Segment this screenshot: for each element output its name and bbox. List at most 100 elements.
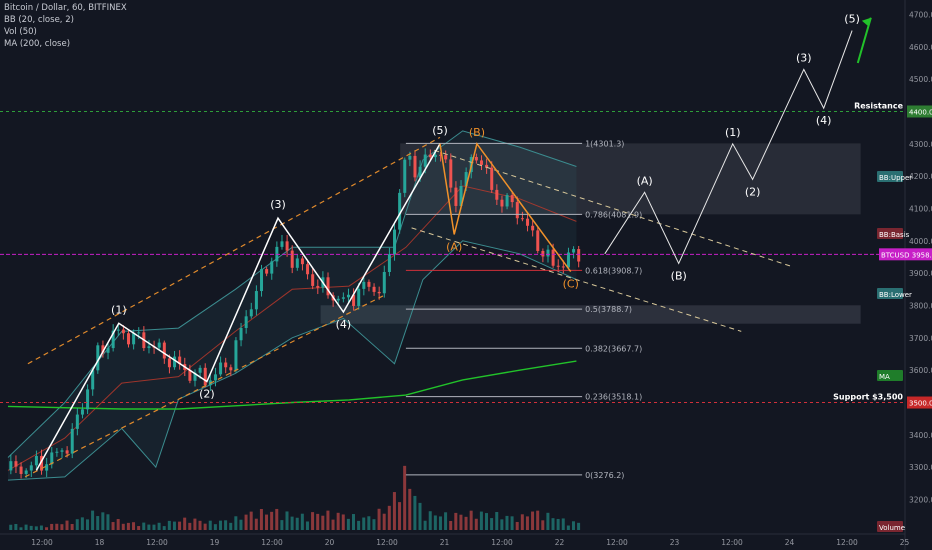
- candle-body: [270, 261, 274, 274]
- candle-body: [244, 316, 248, 328]
- volume-bar: [490, 518, 494, 530]
- candle-body: [147, 346, 151, 349]
- btcusd-axis-tag-bg: [879, 248, 932, 261]
- volume-bar: [142, 522, 146, 530]
- indicator-volume[interactable]: Vol (50): [4, 27, 37, 37]
- time-tick-label: 12:00: [606, 538, 628, 547]
- volume-bar: [311, 512, 315, 530]
- volume-bar: [316, 513, 320, 530]
- volume-bar: [254, 518, 258, 530]
- price-tick-label: 3200.0: [909, 496, 932, 505]
- bb-basis-tag: BB:Basis: [879, 231, 910, 239]
- fib-zones-layer: [320, 143, 861, 324]
- time-tick-label: 19: [210, 538, 220, 547]
- bb-lower-tag-bg: [877, 288, 903, 299]
- volume-bar: [428, 511, 432, 530]
- candle-body: [479, 160, 483, 165]
- volume-bar: [520, 514, 524, 530]
- candle-body: [505, 195, 509, 207]
- volume-bar: [106, 514, 110, 530]
- bollinger-fill: [8, 130, 577, 481]
- ma-tag: MA: [879, 373, 890, 381]
- price-tick-label: 3300.0: [909, 463, 932, 472]
- volume-bar: [198, 520, 202, 530]
- volume-bar: [408, 488, 412, 530]
- projection-wave-label: (2): [745, 185, 761, 198]
- volume-bar: [218, 520, 222, 530]
- candle-body: [362, 281, 366, 289]
- candle-body: [372, 286, 376, 292]
- fib-label: 0.5(3788.7): [585, 305, 632, 314]
- candle-body: [495, 189, 499, 200]
- volume-bar: [459, 514, 463, 530]
- corrective-wave-label: (C): [563, 278, 579, 291]
- volume-bar: [14, 523, 18, 530]
- volume-bar: [126, 522, 130, 530]
- volume-bar: [341, 514, 345, 530]
- candle-body: [198, 367, 202, 373]
- volume-bar: [208, 520, 212, 530]
- volume-bar: [91, 510, 95, 530]
- volume-bar: [398, 502, 402, 530]
- volume-bar: [500, 519, 504, 530]
- support-axis-tag-bg: [907, 396, 932, 409]
- candle-body: [346, 294, 350, 298]
- volume-bar: [265, 514, 269, 530]
- projection-wave-label: (5): [844, 13, 860, 26]
- candle-body: [357, 288, 361, 306]
- volume-bar: [132, 522, 136, 530]
- volume-bar: [270, 511, 274, 530]
- candle-body: [382, 272, 386, 294]
- volume-bar: [147, 524, 151, 530]
- volume-bar: [423, 520, 427, 530]
- volume-bar: [438, 516, 442, 530]
- volume-bar: [326, 510, 330, 530]
- volume-bar: [290, 516, 294, 530]
- volume-bar: [193, 518, 197, 530]
- volume-bar: [464, 516, 468, 530]
- waves-layer: (1) (2) (3) (4) (5) (A) (B) (C) (A) (B) (1) (2) (3) (…: [35, 13, 872, 471]
- time-tick-label: 20: [325, 538, 335, 547]
- candle-body: [526, 218, 530, 226]
- corrective-channel-lower: [411, 227, 742, 332]
- price-tick-label: 3700.0: [909, 334, 932, 343]
- candle-body: [80, 409, 84, 415]
- impulse-wave-label: (2): [199, 388, 215, 401]
- volume-bar: [561, 518, 565, 530]
- time-tick-label: 22: [555, 538, 565, 547]
- fib-label: 0.786(4081.9): [585, 210, 642, 219]
- indicator-ma[interactable]: MA (200, close): [4, 39, 71, 49]
- candle-body: [60, 450, 64, 452]
- volume-bar: [300, 513, 304, 530]
- candle-body: [326, 277, 330, 296]
- volume-bar: [280, 520, 284, 530]
- volume-bar: [96, 516, 100, 530]
- time-tick-label: 23: [670, 538, 680, 547]
- volume-bar: [39, 525, 43, 530]
- candle-body: [234, 340, 238, 371]
- volume-bar: [188, 522, 192, 530]
- price-tick-label: 4100.0: [909, 204, 932, 213]
- indicator-bb[interactable]: BB (20, close, 2): [4, 15, 74, 25]
- volume-bar: [34, 526, 38, 530]
- volume-bar: [474, 518, 478, 530]
- volume-bar: [162, 526, 166, 530]
- bb-upper-tag-bg: [877, 171, 903, 182]
- volume-bar: [9, 524, 13, 530]
- candle-body: [398, 192, 402, 230]
- candle-body: [173, 356, 177, 368]
- candle-body: [454, 187, 458, 206]
- symbol-title[interactable]: Bitcoin / Dollar, 60, BITFINEX: [4, 3, 127, 13]
- btcusd-axis-tag: BTCUSD 3958.3: [881, 251, 932, 259]
- volume-bar: [505, 515, 509, 530]
- candle-body: [101, 345, 105, 353]
- candle-body: [9, 461, 13, 471]
- volume-bar: [392, 492, 396, 530]
- volume-bar: [152, 524, 156, 530]
- ma-layer: [7, 360, 577, 410]
- candle-body: [132, 332, 136, 345]
- volume-bar: [229, 522, 233, 530]
- levels-layer: 1(4301.3) 0.786(4081.9) 0.618(3908.7) 0.5(3…: [0, 101, 905, 480]
